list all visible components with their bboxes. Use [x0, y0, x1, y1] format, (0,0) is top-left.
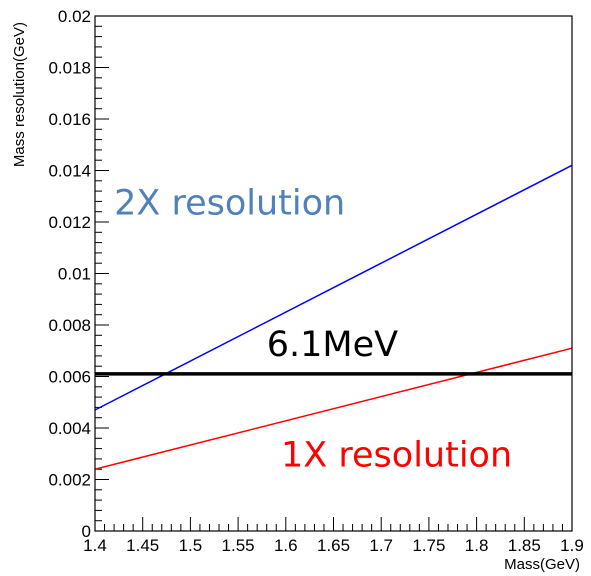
x-tick-label: 1.5: [179, 536, 203, 555]
annotation-label: 1X resolution: [281, 436, 512, 476]
y-tick-label: 0.018: [48, 59, 91, 78]
x-tick-label: 1.8: [465, 536, 489, 555]
x-tick-label: 1.85: [508, 536, 541, 555]
y-tick-label: 0.016: [48, 110, 91, 129]
y-tick-label: 0: [82, 522, 91, 541]
x-tick-label: 1.7: [369, 536, 393, 555]
x-tick-label: 1.9: [560, 536, 584, 555]
plot-frame: [94, 15, 573, 532]
x-tick-label: 1.75: [412, 536, 445, 555]
y-tick-label: 0.006: [48, 368, 91, 387]
y-tick-label: 0.008: [48, 316, 91, 335]
annotation-label: 2X resolution: [114, 183, 345, 223]
y-tick-label: 0.004: [48, 419, 91, 438]
y-tick-label: 0.02: [58, 7, 91, 26]
annotation-layer: 2X resolution 6.1MeV 1X resolution: [114, 183, 512, 475]
y-tick-label: 0.012: [48, 213, 91, 232]
annotation-label: 6.1MeV: [267, 325, 398, 365]
x-axis-ticks: 1.4 1.45 1.5 1.55 1.6 1.65 1.7 1.75 1.8 1.85 1.9: [83, 517, 584, 555]
x-tick-label: 1.65: [317, 536, 350, 555]
x-tick-label: 1.55: [222, 536, 255, 555]
y-tick-label: 0.002: [48, 471, 91, 490]
y-axis-label: Mass resolution(GeV): [11, 22, 28, 167]
series-line-two-x: [94, 164, 573, 411]
series-line-one-x: [94, 347, 573, 470]
series-layer: [94, 164, 573, 470]
x-axis-label: Mass(GeV): [504, 556, 580, 573]
x-tick-label: 1.45: [126, 536, 159, 555]
x-tick-label: 1.4: [83, 536, 107, 555]
y-tick-label: 0.014: [48, 162, 91, 181]
y-tick-label: 0.01: [58, 265, 91, 284]
x-tick-label: 1.6: [274, 536, 298, 555]
y-axis-ticks: 0 0.002 0.004 0.006 0.008 0.01 0.012 0.014 0.016…: [48, 7, 109, 541]
